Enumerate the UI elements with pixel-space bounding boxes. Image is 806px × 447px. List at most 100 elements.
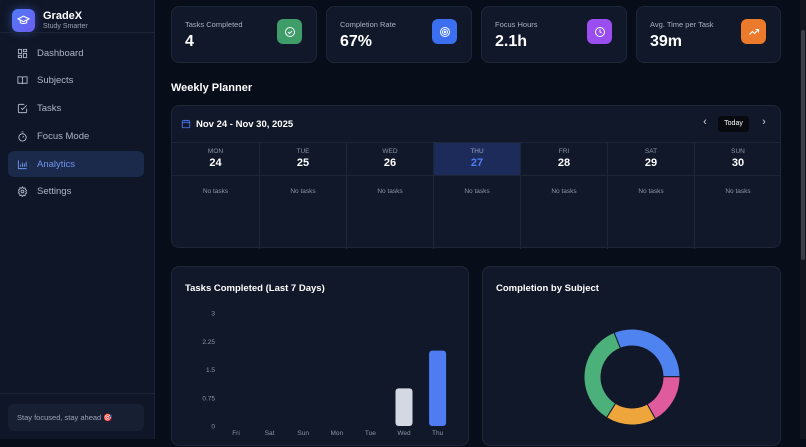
day-name: WED bbox=[382, 148, 398, 155]
day-name: SAT bbox=[644, 148, 658, 155]
donut-chart bbox=[583, 328, 681, 426]
sidebar-item-label: Dashboard bbox=[37, 47, 84, 59]
sidebar-item-settings[interactable]: Settings bbox=[8, 179, 144, 205]
y-tick-label: 3 bbox=[211, 311, 215, 318]
brand[interactable]: GradeX Study Smarter bbox=[12, 4, 154, 36]
tasks-completed-chart: Tasks Completed (Last 7 Days) 0 0.75 1.5 2.… bbox=[171, 266, 469, 446]
day-column[interactable]: SUN 30 No tasks bbox=[694, 142, 781, 249]
day-header: WED 26 bbox=[347, 143, 433, 176]
day-column[interactable]: TUE 25 No tasks bbox=[259, 142, 346, 249]
chart-title: Completion by Subject bbox=[496, 283, 599, 294]
sidebar-item-focus-mode[interactable]: Focus Mode bbox=[8, 123, 144, 149]
stat-label: Tasks Completed bbox=[185, 20, 243, 29]
gear-icon bbox=[17, 186, 28, 198]
sidebar: GradeX Study Smarter Dashboard Subjects … bbox=[0, 0, 155, 439]
stat-value: 4 bbox=[185, 33, 194, 50]
section-title: Weekly Planner bbox=[171, 82, 253, 94]
dashboard-icon bbox=[17, 48, 28, 58]
stat-card-tasks-completed: Tasks Completed 4 bbox=[171, 6, 317, 63]
no-tasks-text: No tasks bbox=[725, 188, 751, 195]
day-column[interactable]: THU 27 No tasks bbox=[433, 142, 520, 249]
trending-up-icon bbox=[741, 19, 766, 44]
day-name: TUE bbox=[296, 148, 310, 155]
sidebar-item-label: Analytics bbox=[37, 158, 76, 170]
checkbox-icon bbox=[17, 104, 28, 114]
graduation-cap-icon bbox=[12, 8, 35, 32]
donut-slice[interactable] bbox=[613, 328, 681, 378]
weekly-planner: Nov 24 - Nov 30, 2025 ‹ Today › MON 24 No … bbox=[171, 105, 781, 249]
next-week-button[interactable]: › bbox=[762, 116, 766, 128]
sidebar-item-tasks[interactable]: Tasks bbox=[8, 96, 144, 122]
bar-chart-icon bbox=[17, 160, 27, 169]
stat-label: Completion Rate bbox=[340, 20, 396, 29]
today-button[interactable]: Today bbox=[718, 116, 749, 132]
divider bbox=[0, 393, 154, 394]
x-tick-label: Sun bbox=[297, 430, 309, 437]
x-tick-label: Mon bbox=[330, 430, 343, 437]
scrollbar-thumb[interactable] bbox=[801, 30, 805, 260]
x-tick-label: Wed bbox=[397, 430, 411, 437]
day-number: 29 bbox=[644, 157, 658, 169]
sidebar-item-label: Settings bbox=[37, 186, 72, 198]
stat-card-completion-rate: Completion Rate 67% bbox=[326, 6, 472, 63]
stat-label: Focus Hours bbox=[495, 20, 538, 29]
day-number: 26 bbox=[383, 157, 397, 169]
no-tasks-text: No tasks bbox=[464, 188, 490, 195]
sidebar-item-subjects[interactable]: Subjects bbox=[8, 68, 144, 94]
x-tick-label: Tue bbox=[365, 430, 376, 437]
sidebar-item-dashboard[interactable]: Dashboard bbox=[8, 40, 144, 66]
completion-by-subject-chart: Completion by Subject bbox=[482, 266, 781, 446]
date-range: Nov 24 - Nov 30, 2025 bbox=[196, 119, 294, 130]
day-number: 30 bbox=[731, 157, 745, 169]
y-tick-label: 0.75 bbox=[202, 395, 215, 402]
y-tick-label: 1.5 bbox=[206, 367, 215, 374]
donut-slice[interactable] bbox=[583, 331, 622, 419]
x-tick-label: Sat bbox=[265, 430, 275, 437]
calendar-icon bbox=[181, 119, 191, 129]
day-number: 25 bbox=[296, 157, 310, 169]
stat-card-focus-hours: Focus Hours 2.1h bbox=[481, 6, 627, 63]
brand-name: GradeX bbox=[43, 10, 83, 22]
no-tasks-text: No tasks bbox=[290, 188, 316, 195]
bar[interactable] bbox=[429, 350, 447, 426]
y-tick-label: 2.25 bbox=[202, 339, 215, 346]
day-header: TUE 25 bbox=[260, 143, 346, 176]
no-tasks-text: No tasks bbox=[202, 188, 229, 195]
previous-week-button[interactable]: ‹ bbox=[703, 116, 707, 128]
bar[interactable] bbox=[395, 388, 413, 426]
sidebar-item-label: Tasks bbox=[37, 103, 62, 115]
day-header: SUN 30 bbox=[695, 143, 781, 176]
check-circle-icon bbox=[277, 19, 302, 44]
book-icon bbox=[17, 76, 28, 85]
day-header: MON 24 bbox=[172, 143, 259, 176]
no-tasks-text: No tasks bbox=[638, 188, 664, 195]
day-name: THU bbox=[470, 148, 484, 155]
day-header: SAT 29 bbox=[608, 143, 694, 176]
stat-value: 39m bbox=[650, 33, 683, 50]
day-column[interactable]: MON 24 No tasks bbox=[172, 142, 259, 249]
day-name: MON bbox=[207, 148, 224, 155]
day-column[interactable]: SAT 29 No tasks bbox=[607, 142, 694, 249]
no-tasks-text: No tasks bbox=[551, 188, 577, 195]
sidebar-item-label: Focus Mode bbox=[37, 130, 90, 142]
sidebar-nav: Dashboard Subjects Tasks Focus Mode Anal… bbox=[8, 40, 144, 207]
day-name: FRI bbox=[558, 148, 570, 155]
scrollbar[interactable] bbox=[800, 0, 806, 439]
y-tick-label: 0 bbox=[211, 424, 215, 431]
motivation-message: Stay focused, stay ahead 🎯 bbox=[8, 404, 144, 431]
day-column[interactable]: WED 26 No tasks bbox=[346, 142, 433, 249]
target-icon bbox=[432, 19, 457, 44]
brand-tagline: Study Smarter bbox=[43, 23, 88, 30]
sidebar-item-analytics[interactable]: Analytics bbox=[8, 151, 144, 178]
day-column[interactable]: FRI 28 No tasks bbox=[520, 142, 607, 249]
day-header: FRI 28 bbox=[521, 143, 607, 176]
day-header: THU 27 bbox=[434, 143, 520, 176]
day-number: 27 bbox=[470, 157, 484, 169]
stat-label: Avg. Time per Task bbox=[650, 20, 714, 29]
no-tasks-text: No tasks bbox=[377, 188, 403, 195]
stat-value: 67% bbox=[340, 33, 373, 50]
day-name: SUN bbox=[731, 148, 745, 155]
clock-icon bbox=[587, 19, 612, 44]
stopwatch-icon bbox=[18, 131, 27, 142]
chart-title: Tasks Completed (Last 7 Days) bbox=[185, 283, 325, 294]
